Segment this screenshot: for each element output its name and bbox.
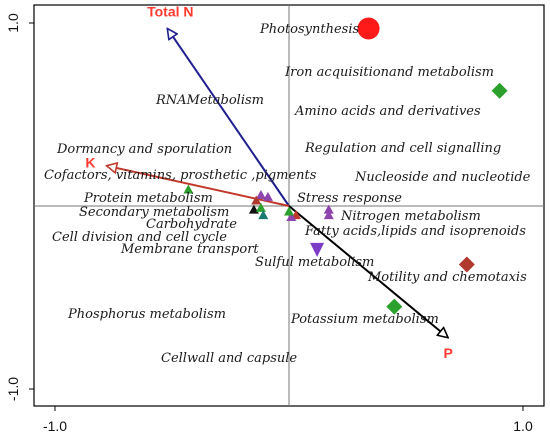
function-category-label: Cellwall and capsule: [161, 351, 297, 366]
y-tick-label: 1.0: [5, 13, 21, 33]
point-marker: [323, 204, 334, 214]
point-marker: [262, 191, 273, 201]
point-marker: [310, 242, 325, 257]
vector-label: K: [85, 155, 95, 171]
function-category-label: Protein metabolism: [83, 191, 213, 206]
function-category-label: Secondary metabolism: [79, 205, 229, 220]
function-category-label: Cofactors, vitamins, prosthetic ,pigment…: [44, 168, 317, 183]
x-tick-label: -1.0: [43, 418, 67, 434]
point-marker: [357, 17, 380, 40]
function-category-label: Nucleoside and nucleotide: [354, 170, 531, 185]
point-marker: [286, 211, 297, 221]
point-marker: [458, 256, 475, 273]
function-category-label: Fatty acids,lipids and isoprenoids: [304, 224, 526, 239]
function-category-label: Amino acids and derivatives: [294, 104, 481, 119]
point-marker: [255, 202, 266, 212]
function-category-label: RNAMetabolism: [155, 93, 264, 108]
function-category-label: Cell division and cell cycle: [52, 230, 227, 245]
function-category-label: Phosphorus metabolism: [67, 307, 226, 322]
function-category-label: Photosynthesis: [259, 22, 360, 37]
point-marker: [183, 184, 194, 194]
y-tick-label: -1.0: [5, 377, 21, 401]
point-marker: [251, 195, 262, 205]
point-marker: [255, 190, 266, 200]
point-marker: [284, 206, 294, 216]
vector-arrow: [167, 28, 290, 207]
point-marker: [323, 210, 334, 220]
function-category-label: Membrane transport: [120, 242, 259, 257]
function-category-label: Dormancy and sporulation: [56, 142, 232, 157]
function-category-label: Carbohydrate: [146, 217, 237, 232]
vector-label: P: [443, 345, 452, 361]
point-marker: [258, 210, 269, 220]
function-category-label: Sulful metabolism: [255, 255, 374, 270]
vector-arrow: [288, 205, 448, 338]
function-category-label: Potassium metabolism: [290, 312, 439, 327]
function-category-label: Iron acquisitionand metabolism: [284, 65, 494, 80]
function-category-label: Regulation and cell signalling: [304, 141, 501, 156]
vector-arrow: [106, 166, 290, 207]
function-category-label: Nitrogen metabolism: [340, 209, 481, 224]
function-category-label: Stress response: [297, 191, 402, 206]
point-marker: [386, 298, 403, 315]
vector-label: Total N: [147, 3, 193, 19]
function-category-label: Motility and chemotaxis: [367, 270, 527, 285]
x-tick-label: 1.0: [513, 418, 533, 434]
point-marker: [491, 82, 508, 99]
